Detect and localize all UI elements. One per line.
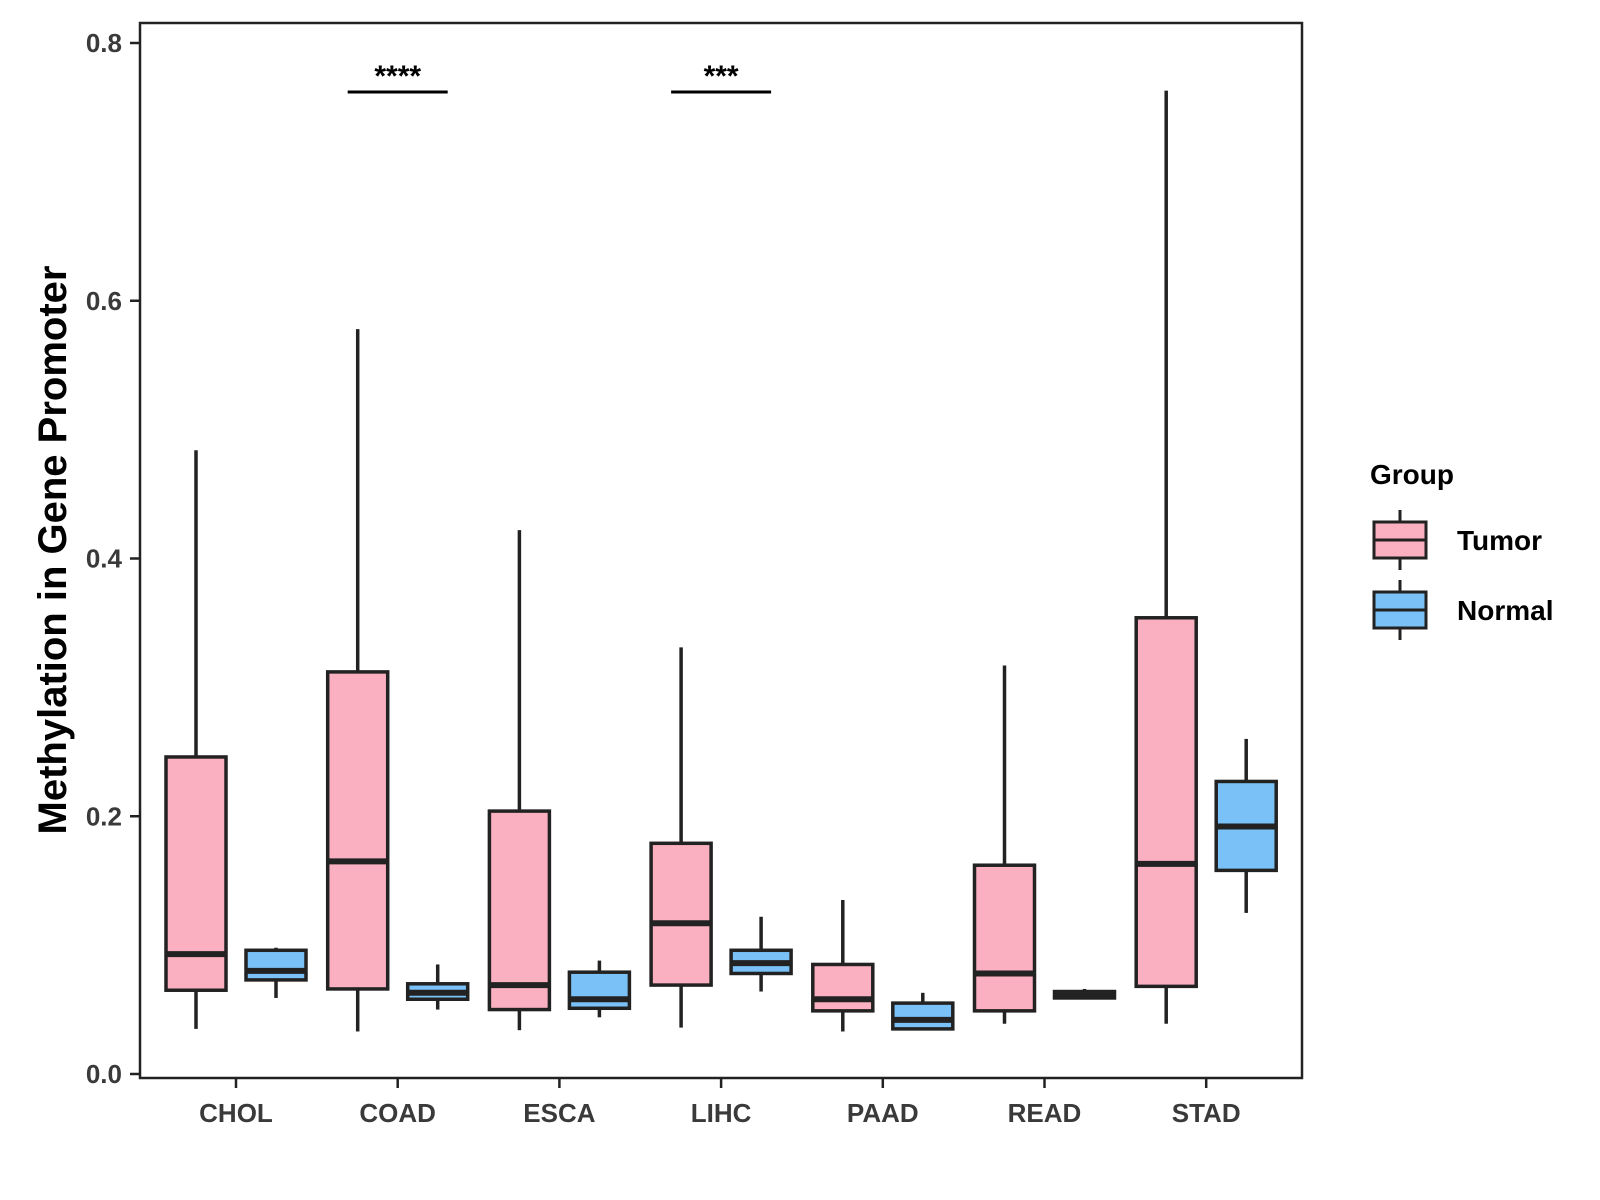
box-body [811, 962, 875, 1013]
y-axis-title: Methylation in Gene Promoter [31, 266, 75, 835]
box-normal-lihc [729, 916, 793, 992]
box-normal-chol [244, 947, 308, 998]
box-body [244, 948, 308, 982]
box-tumor-paad [811, 900, 875, 1032]
box-tumor-coad [325, 329, 390, 1032]
box-body [891, 1001, 955, 1031]
box-body [325, 670, 390, 991]
x-tick-label-esca: ESCA [523, 1098, 595, 1128]
y-tick-label: 0.4 [86, 544, 123, 574]
legend-title: Group [1370, 459, 1454, 490]
significance-label: **** [374, 60, 421, 93]
y-tick-label: 0.8 [86, 28, 122, 58]
box-normal-coad [405, 964, 470, 1010]
box-body [972, 863, 1037, 1013]
y-tick-label: 0.6 [86, 286, 122, 316]
box-tumor-read [972, 665, 1037, 1024]
x-axis: CHOL COAD ESCA LIHC PAAD READ STAD [199, 1078, 1241, 1128]
legend-label: Normal [1457, 595, 1553, 626]
box-tumor-lihc [649, 647, 713, 1028]
box-normal-stad [1214, 738, 1278, 913]
y-tick-label: 0.2 [86, 801, 122, 831]
x-tick-label-coad: COAD [359, 1098, 436, 1128]
box-tumor-chol [164, 450, 228, 1029]
box-body [1134, 616, 1198, 989]
y-axis: 0.0 0.2 0.4 0.6 0.8 [86, 28, 140, 1089]
box-body [567, 970, 632, 1011]
box-body [649, 841, 713, 987]
plot-panel [138, 21, 1304, 1080]
y-tick-label: 0.0 [86, 1059, 122, 1089]
significance-coad: **** [347, 60, 448, 94]
x-tick-label-read: READ [1008, 1098, 1082, 1128]
significance-annotations: **** *** [347, 60, 772, 94]
x-tick-label-paad: PAAD [847, 1098, 919, 1128]
legend-entry-normal: Normal [1372, 580, 1553, 640]
box-body [487, 809, 552, 1012]
legend-label: Tumor [1457, 525, 1542, 556]
box-normal-esca [567, 960, 632, 1018]
legend: Group Tumor Normal [1370, 459, 1553, 640]
x-tick-label-stad: STAD [1172, 1098, 1241, 1128]
box-tumor-stad [1134, 90, 1198, 1024]
x-tick-label-chol: CHOL [199, 1098, 273, 1128]
significance-label: *** [704, 60, 739, 93]
x-tick-label-lihc: LIHC [691, 1098, 752, 1128]
box-tumor-esca [487, 530, 552, 1031]
box-marks [164, 90, 1278, 1032]
box-normal-read [1052, 988, 1117, 1000]
significance-lihc: *** [671, 60, 772, 94]
legend-entry-tumor: Tumor [1372, 510, 1542, 570]
box-normal-paad [891, 992, 955, 1031]
